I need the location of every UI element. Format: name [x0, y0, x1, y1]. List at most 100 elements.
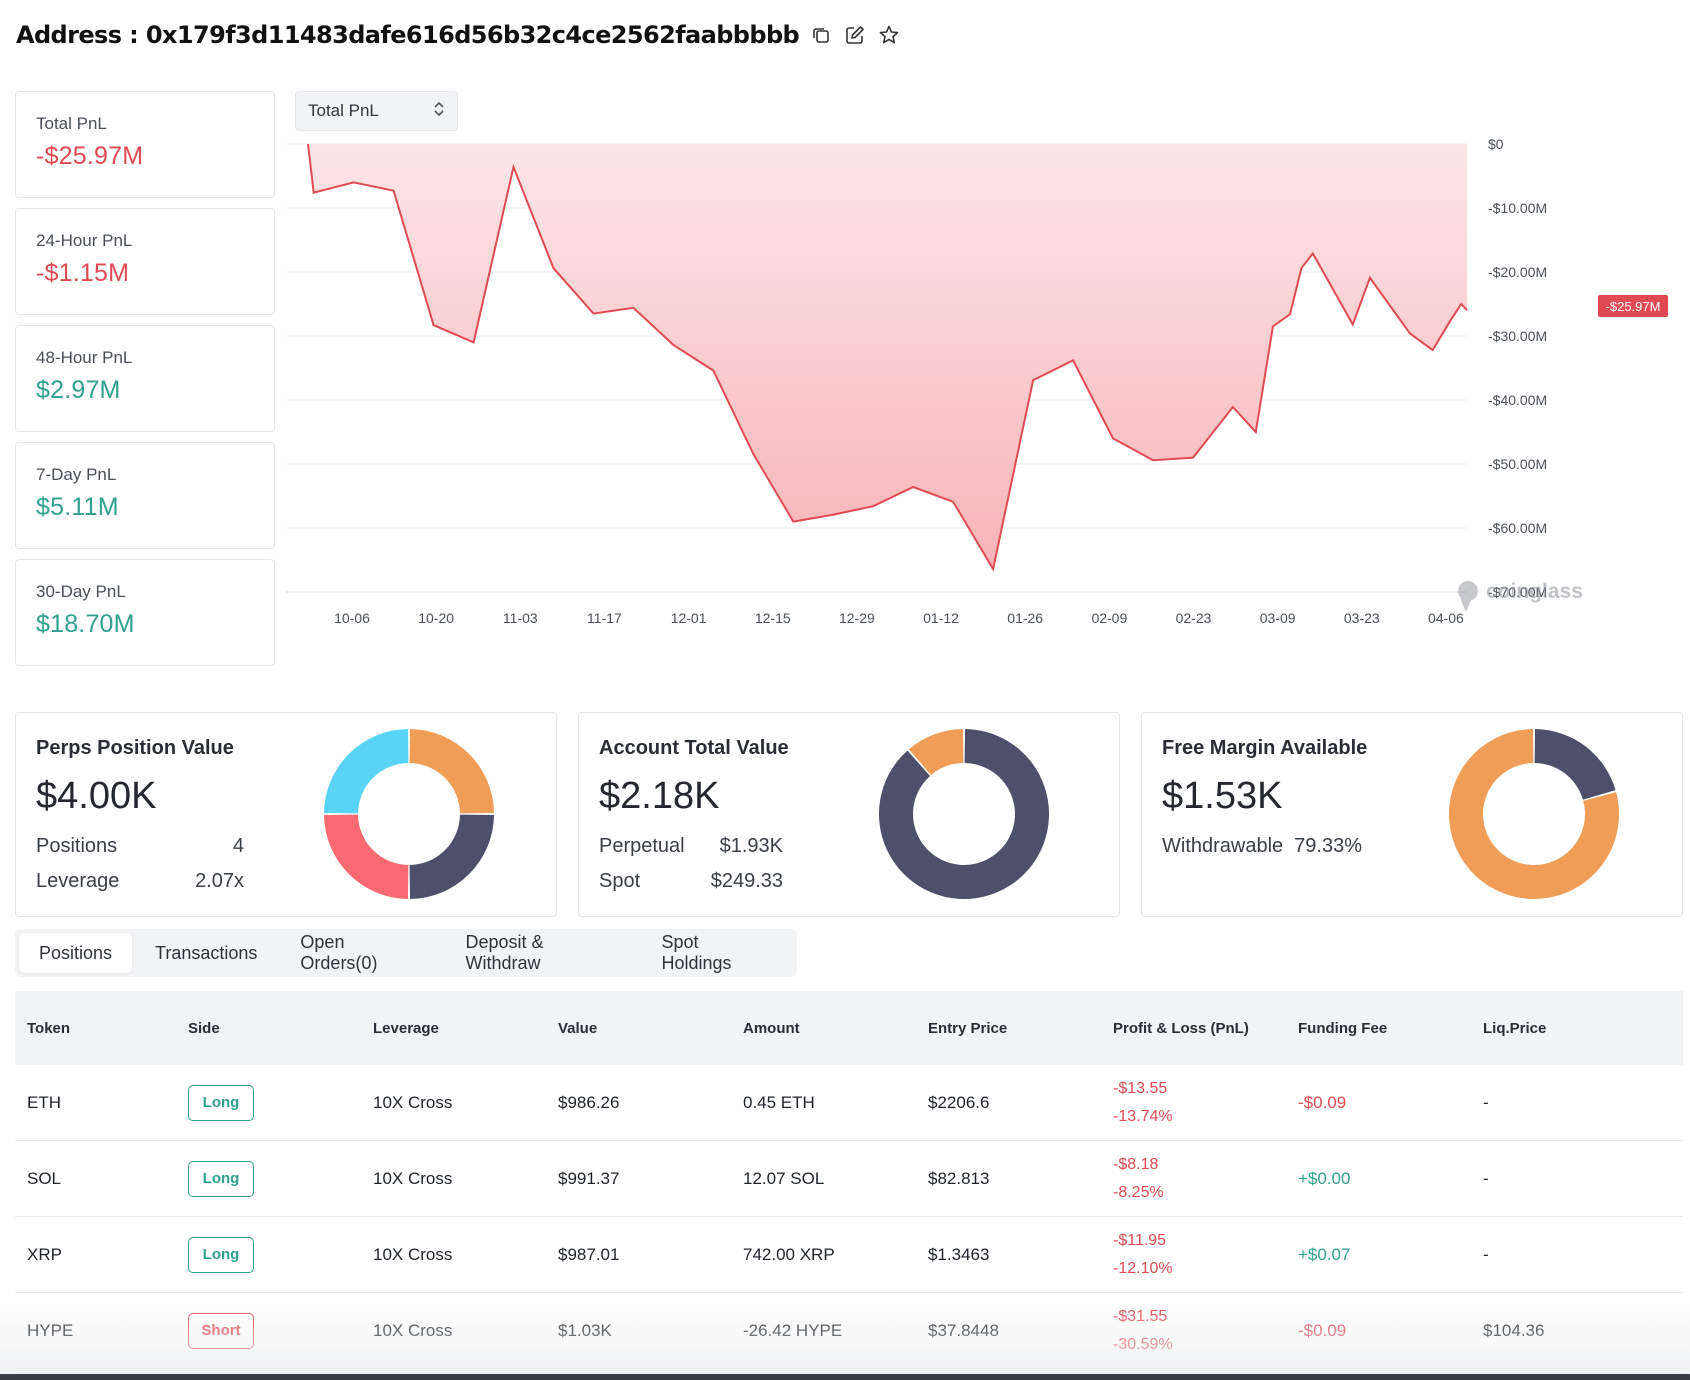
row-label: Perpetual — [599, 835, 685, 857]
column-header: Liq.Price — [1483, 1019, 1547, 1037]
donut-segment — [1534, 729, 1616, 800]
liq-price-cell: $104.36 — [1483, 1320, 1545, 1340]
funding-fee-cell: +$0.07 — [1298, 1244, 1351, 1264]
x-tick-label: 01-26 — [1007, 610, 1043, 626]
card-value: $2.18K — [599, 775, 720, 817]
leverage-cell: 10X Cross — [373, 1168, 453, 1188]
current-value-label: -$25.97M — [1606, 299, 1661, 314]
row-value: $249.33 — [710, 870, 783, 892]
pnl-percent: -13.74% — [1113, 1107, 1173, 1125]
funding-fee-cell: -$0.09 — [1298, 1320, 1347, 1340]
pnl-area-fill — [308, 144, 1467, 569]
amount-cell: 742.00 XRP — [743, 1244, 835, 1264]
value-cell: $1.03K — [558, 1320, 612, 1340]
donut-segment — [409, 814, 494, 899]
stat-label: 30-Day PnL — [36, 582, 126, 601]
x-tick-label: 02-09 — [1091, 610, 1127, 626]
pnl-percent: -12.10% — [1113, 1259, 1173, 1277]
x-tick-label: 02-23 — [1176, 610, 1212, 626]
pnl-amount: -$13.55 — [1113, 1079, 1168, 1097]
stat-value: $18.70M — [36, 610, 135, 638]
pnl-chart: $0 -$10.00M -$20.00M -$30.00M -$40.00M -$50.0… — [286, 136, 1668, 626]
stat-card-30d-pnl: 30-Day PnL $18.70M — [15, 559, 275, 666]
positions-tabs: Positions Transactions Open Orders(0) De… — [15, 929, 797, 977]
column-header: Amount — [743, 1019, 800, 1037]
card-title: Account Total Value — [599, 737, 789, 759]
token-cell: XRP — [27, 1244, 62, 1264]
free-margin-donut-chart — [1449, 729, 1619, 899]
row-label: Leverage — [36, 870, 120, 892]
tab-spot-holdings[interactable]: Spot Holdings — [661, 932, 732, 973]
stat-label: 7-Day PnL — [36, 465, 117, 484]
value-cell: $986.26 — [558, 1092, 620, 1112]
x-tick-label: 12-01 — [671, 610, 707, 626]
column-header: Entry Price — [928, 1019, 1008, 1037]
chart-metric-select[interactable]: Total PnL — [295, 91, 458, 131]
free-margin-card: Free Margin Available $1.53K Withdrawabl… — [1141, 712, 1683, 917]
y-tick-label: -$40.00M — [1488, 392, 1547, 408]
column-header: Token — [27, 1019, 71, 1037]
stat-label: 24-Hour PnL — [36, 231, 133, 250]
y-tick-label: -$70.00M — [1488, 584, 1547, 600]
card-value: $1.53K — [1162, 775, 1283, 817]
address-header: Address : 0x179f3d11483dafe616d56b32c4ce… — [16, 14, 901, 56]
stat-card-48h-pnl: 48-Hour PnL $2.97M — [15, 325, 275, 432]
x-tick-label: 03-09 — [1260, 610, 1296, 626]
address-title: Address : 0x179f3d11483dafe616d56b32c4ce… — [16, 21, 800, 49]
liq-price-cell: - — [1483, 1244, 1489, 1264]
donut-segment — [409, 729, 494, 814]
pnl-cell: -$11.95 -12.10% — [1113, 1227, 1298, 1283]
x-tick-label: 03-23 — [1344, 610, 1380, 626]
donut-segment — [879, 729, 1049, 899]
stat-value: -$1.15M — [36, 259, 130, 287]
y-tick-label: -$60.00M — [1488, 520, 1547, 536]
entry-price-cell: $1.3463 — [928, 1244, 990, 1264]
y-tick-label: -$30.00M — [1488, 328, 1547, 344]
pnl-percent: -8.25% — [1113, 1183, 1164, 1201]
pnl-amount: -$8.18 — [1113, 1155, 1159, 1173]
perpetual-row: Perpetual $1.93K — [599, 835, 783, 858]
tab-positions[interactable]: Positions — [19, 933, 133, 973]
star-icon[interactable] — [877, 23, 901, 47]
account-donut-chart — [879, 729, 1049, 899]
x-tick-label: 04-06 — [1428, 610, 1464, 626]
pnl-line — [307, 143, 1468, 572]
x-tick-label: 11-03 — [503, 610, 538, 626]
tab-deposit-withdraw[interactable]: Deposit & Withdraw — [465, 932, 544, 973]
tab-open-orders[interactable]: Open Orders(0) — [300, 932, 378, 973]
y-tick-label: -$50.00M — [1488, 456, 1547, 472]
donut-segment — [324, 814, 409, 899]
x-tick-label: 11-17 — [587, 610, 622, 626]
pnl-cell: -$8.18 -8.25% — [1113, 1151, 1298, 1207]
column-header: Value — [558, 1019, 598, 1037]
funding-fee-cell: -$0.09 — [1298, 1092, 1347, 1112]
coinglass-logo-icon — [1458, 581, 1478, 612]
table-row: SOL Long 10X Cross $991.37 12.07 SOL $82… — [15, 1141, 1683, 1217]
funding-fee-cell: +$0.00 — [1298, 1168, 1351, 1188]
pnl-amount: -$11.95 — [1113, 1231, 1167, 1249]
stat-value: -$25.97M — [36, 142, 144, 170]
token-cell: HYPE — [27, 1320, 74, 1340]
y-tick-label: $0 — [1488, 136, 1504, 152]
row-value: 4 — [232, 835, 244, 857]
watermark-text: coinglass — [1486, 580, 1583, 603]
value-cell: $987.01 — [558, 1244, 620, 1264]
edit-icon[interactable] — [843, 23, 867, 47]
pnl-cell: -$31.55 -30.59% — [1113, 1303, 1298, 1359]
column-header: Profit & Loss (PnL) — [1113, 1019, 1249, 1037]
spot-row: Spot $249.33 — [599, 870, 783, 893]
liq-price-cell: - — [1483, 1092, 1489, 1112]
tab-transactions[interactable]: Transactions — [155, 942, 258, 963]
stat-card-7d-pnl: 7-Day PnL $5.11M — [15, 442, 275, 549]
donut-segment — [908, 729, 964, 776]
row-value: $1.93K — [719, 835, 783, 857]
y-tick-label: -$20.00M — [1488, 264, 1547, 280]
card-title: Free Margin Available — [1162, 737, 1368, 759]
copy-icon[interactable] — [809, 23, 833, 47]
leverage-cell: 10X Cross — [373, 1320, 453, 1340]
perps-position-card: Perps Position Value $4.00K Positions 4 … — [15, 712, 557, 917]
stat-value: $2.97M — [36, 376, 121, 404]
column-header: Leverage — [373, 1019, 439, 1037]
side-badge: Long — [188, 1236, 254, 1273]
row-label: Positions — [36, 835, 118, 857]
